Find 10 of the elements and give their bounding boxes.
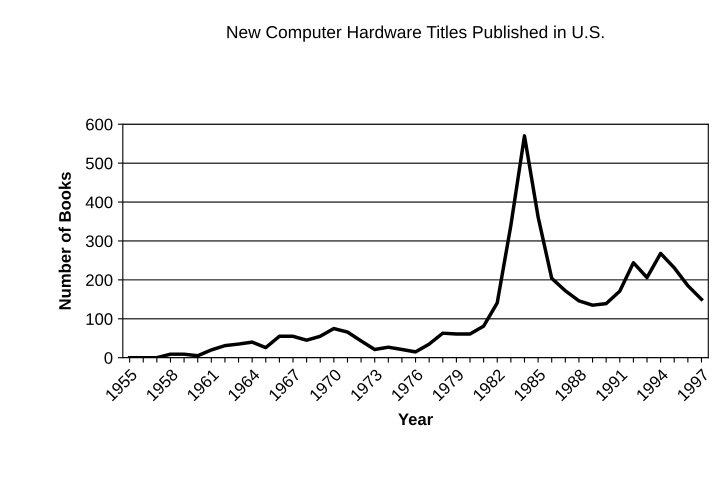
y-tick-label: 0 [104,352,112,364]
y-tick-label: 500 [86,158,112,170]
chart-title: New Computer Hardware Titles Published in U.S. [227,26,604,42]
y-tick-label: 400 [86,196,112,208]
y-tick-label: 200 [86,274,112,286]
y-tick-label: 300 [86,235,112,248]
y-axis-title: Number of Books [58,172,71,310]
y-tick-label: 600 [86,118,112,130]
x-axis-title: Year [398,414,433,426]
y-tick-label: 100 [86,313,112,325]
